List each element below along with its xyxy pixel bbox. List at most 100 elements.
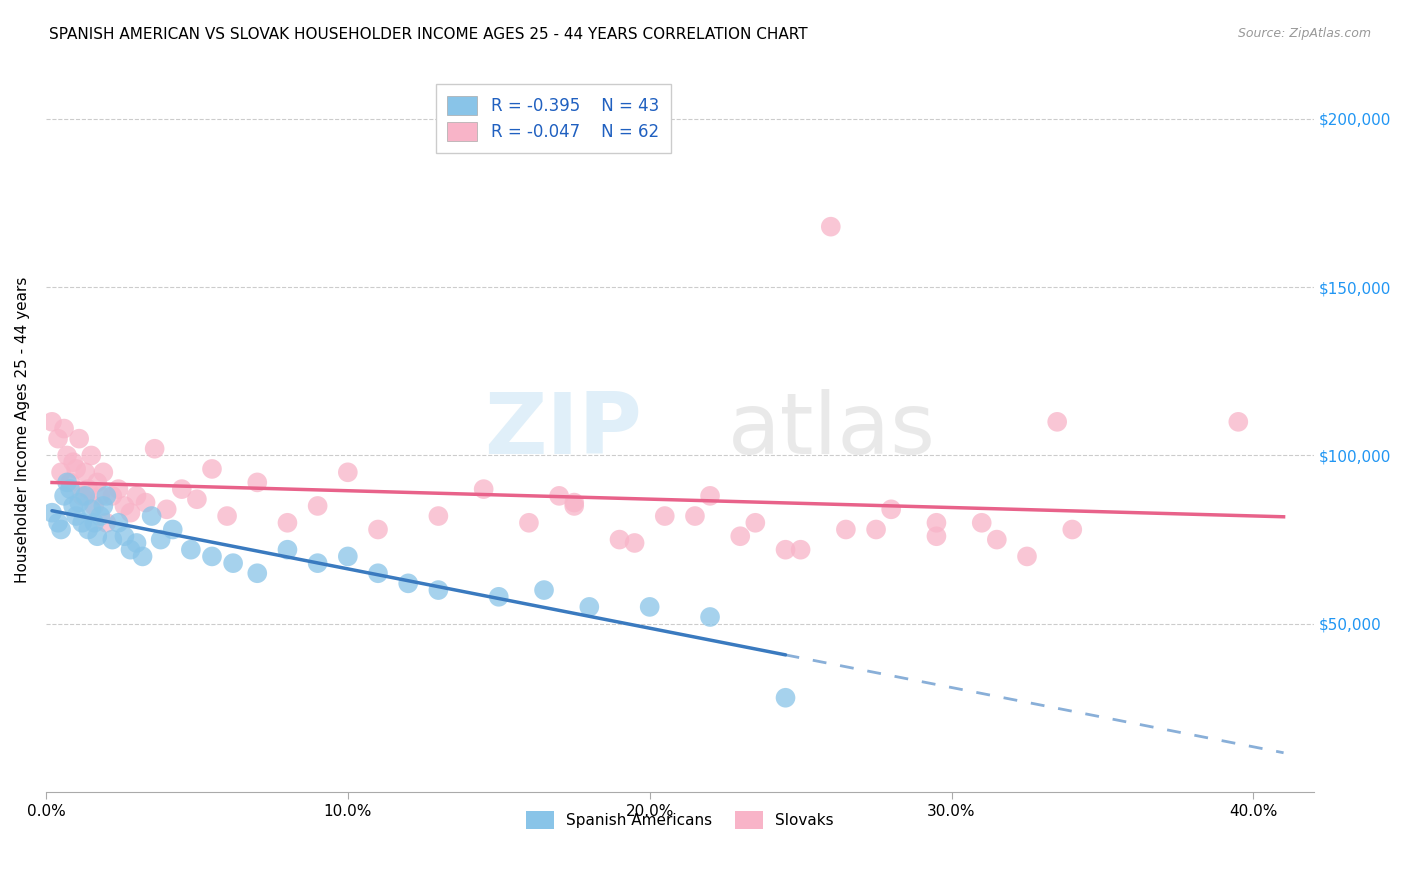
Point (307, 556, 329, 570)
Point (654, 509, 676, 524)
Point (367, 523, 389, 537)
Point (775, 690, 797, 705)
Point (775, 542, 797, 557)
Point (41, 415, 63, 429)
Point (246, 566, 269, 581)
Point (246, 475, 269, 490)
Point (517, 516, 540, 530)
Point (820, 219, 842, 234)
Point (101, 533, 124, 547)
Point (744, 516, 766, 530)
Point (96, 489, 118, 503)
Point (53, 421, 76, 435)
Point (125, 536, 148, 550)
Point (83, 499, 105, 513)
Legend: Spanish Americans, Slovaks: Spanish Americans, Slovaks (520, 805, 839, 835)
Point (472, 482, 495, 496)
Point (276, 516, 298, 530)
Point (880, 502, 903, 516)
Point (62, 455, 84, 469)
Point (80, 449, 103, 463)
Point (107, 516, 129, 530)
Text: atlas: atlas (728, 389, 936, 472)
Point (53, 489, 76, 503)
Point (533, 583, 555, 598)
Point (120, 506, 142, 520)
Point (609, 533, 631, 547)
Point (180, 542, 202, 557)
Point (835, 523, 858, 537)
Point (1046, 415, 1069, 429)
Point (91, 499, 114, 513)
Point (83, 516, 105, 530)
Point (336, 549, 359, 564)
Point (62, 499, 84, 513)
Point (101, 489, 124, 503)
Text: SPANISH AMERICAN VS SLOVAK HOUSEHOLDER INCOME AGES 25 - 44 YEARS CORRELATION CHA: SPANISH AMERICAN VS SLOVAK HOUSEHOLDER I… (49, 27, 808, 42)
Point (75, 465, 97, 479)
Point (156, 502, 179, 516)
Point (336, 465, 359, 479)
Point (396, 576, 419, 591)
Point (217, 509, 239, 524)
Point (41, 506, 63, 520)
Point (143, 442, 166, 456)
Point (70, 489, 93, 503)
Point (986, 533, 1008, 547)
Point (59, 475, 82, 490)
Point (59, 482, 82, 496)
Point (89, 509, 111, 524)
Point (114, 499, 136, 513)
Point (548, 489, 571, 503)
Point (162, 523, 184, 537)
Point (201, 462, 224, 476)
Point (56, 449, 79, 463)
Point (170, 482, 193, 496)
Point (65, 509, 87, 524)
Point (638, 599, 661, 614)
Point (91, 465, 114, 479)
Point (578, 599, 600, 614)
Point (114, 529, 136, 543)
Text: Source: ZipAtlas.com: Source: ZipAtlas.com (1237, 27, 1371, 40)
Point (186, 492, 208, 507)
Point (201, 549, 224, 564)
Point (427, 583, 450, 598)
Point (683, 509, 706, 524)
Point (65, 462, 87, 476)
Point (67, 495, 90, 509)
Point (135, 495, 157, 509)
Point (925, 516, 948, 530)
Point (86, 529, 108, 543)
Point (141, 509, 163, 524)
Point (222, 556, 245, 570)
Point (623, 536, 645, 550)
Point (1015, 549, 1038, 564)
Point (276, 542, 298, 557)
Point (427, 509, 450, 524)
Point (149, 533, 172, 547)
Point (925, 529, 948, 543)
Point (80, 502, 103, 516)
Point (131, 549, 153, 564)
Point (488, 590, 510, 604)
Point (367, 566, 389, 581)
Point (67, 432, 90, 446)
Point (120, 542, 142, 557)
Point (970, 516, 993, 530)
Point (86, 475, 108, 490)
Point (1227, 415, 1250, 429)
Point (49, 523, 72, 537)
Point (49, 465, 72, 479)
Point (307, 499, 329, 513)
Point (107, 482, 129, 496)
Point (96, 516, 118, 530)
Point (562, 499, 585, 513)
Point (46, 516, 69, 530)
Point (789, 542, 811, 557)
Point (699, 610, 721, 624)
Point (1062, 523, 1084, 537)
Point (56, 475, 79, 490)
Point (77, 523, 100, 537)
Y-axis label: Householder Income Ages 25 - 44 years: Householder Income Ages 25 - 44 years (15, 277, 30, 583)
